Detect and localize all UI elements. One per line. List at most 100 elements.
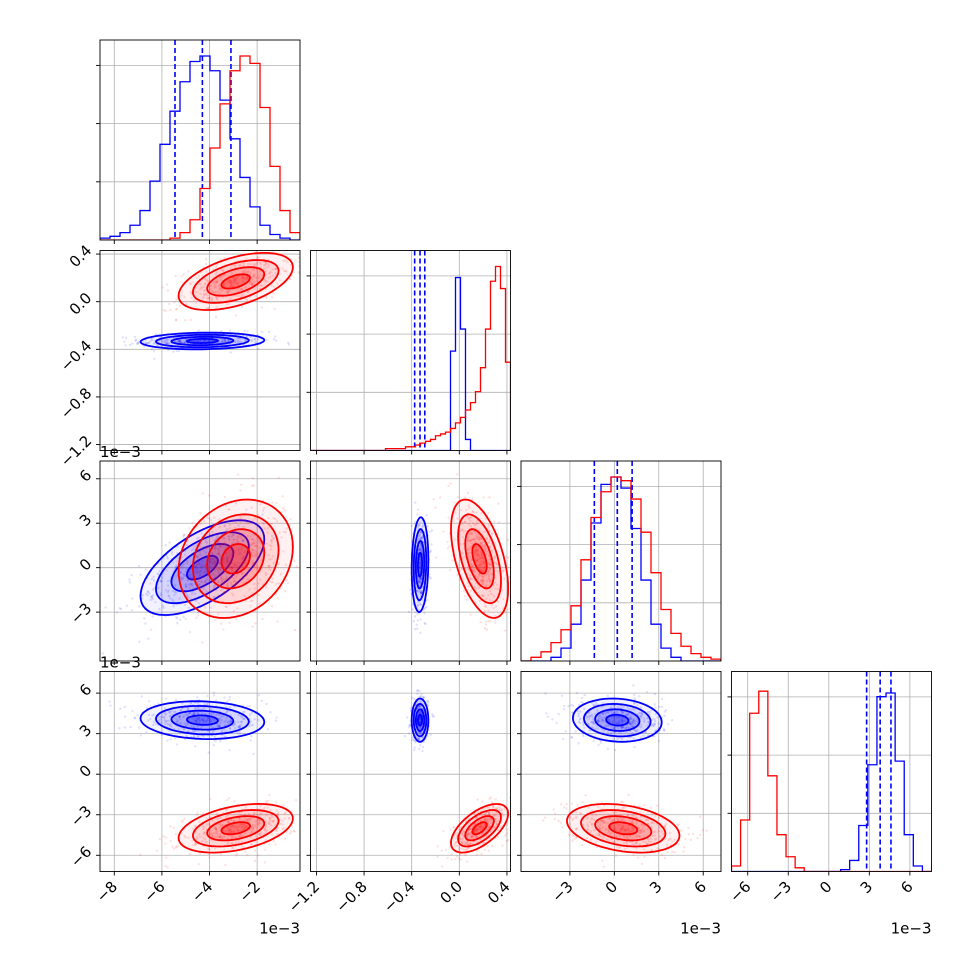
scatter-point bbox=[491, 531, 494, 534]
scatter-point bbox=[227, 797, 231, 800]
scatter-point bbox=[178, 340, 181, 343]
scatter-point bbox=[202, 586, 205, 589]
scatter-point bbox=[429, 549, 433, 552]
scatter-point bbox=[243, 710, 246, 713]
scatter-point bbox=[214, 265, 217, 269]
scatter-point bbox=[419, 530, 422, 534]
scatter-point bbox=[133, 716, 136, 720]
scatter-point bbox=[201, 286, 204, 289]
scatter-point bbox=[467, 553, 470, 557]
scatter-point bbox=[495, 823, 499, 826]
scatter-point bbox=[476, 558, 479, 562]
scatter-point bbox=[242, 565, 245, 568]
scatter-point bbox=[470, 827, 473, 831]
scatter-point bbox=[184, 836, 187, 839]
scatter-point bbox=[179, 722, 182, 726]
scatter-point bbox=[230, 842, 233, 845]
scatter-point bbox=[240, 813, 243, 816]
scatter-point bbox=[226, 721, 229, 724]
contour-series-1 bbox=[177, 802, 294, 854]
scatter-point bbox=[487, 575, 491, 578]
scatter-point bbox=[202, 292, 206, 296]
scatter-point bbox=[155, 343, 159, 347]
scatter-point bbox=[214, 739, 217, 743]
scatter-point bbox=[261, 243, 263, 245]
scatter-point bbox=[179, 709, 182, 712]
scatter-point bbox=[212, 586, 216, 589]
scatter-point bbox=[185, 559, 189, 563]
scatter-point bbox=[447, 516, 450, 519]
scatter-point bbox=[223, 590, 226, 594]
scatter-point bbox=[232, 520, 235, 523]
scatter-point bbox=[235, 607, 239, 610]
scatter-point bbox=[220, 622, 223, 625]
scatter-point bbox=[473, 537, 476, 540]
scatter-point bbox=[642, 734, 645, 737]
scatter-point bbox=[237, 536, 240, 539]
scatter-point bbox=[275, 829, 278, 832]
scatter-point bbox=[476, 577, 480, 580]
scatter-point bbox=[163, 718, 167, 722]
scatter-point bbox=[482, 595, 485, 598]
scatter-point bbox=[244, 285, 247, 289]
scatter-point bbox=[228, 508, 231, 511]
scatter-point bbox=[179, 570, 183, 574]
scatter-point bbox=[440, 849, 443, 852]
scatter-point bbox=[173, 590, 177, 594]
scatter-point bbox=[522, 598, 524, 600]
scatter-point bbox=[478, 573, 482, 576]
scatter-point bbox=[476, 811, 479, 814]
scatter-point bbox=[271, 296, 274, 299]
scatter-point bbox=[471, 538, 475, 541]
scatter-point bbox=[470, 577, 473, 581]
scatter-point bbox=[269, 548, 273, 551]
scatter-point bbox=[198, 339, 201, 343]
scatter-point bbox=[196, 720, 199, 724]
scatter-point bbox=[254, 553, 257, 556]
scatter-point bbox=[241, 716, 244, 719]
scatter-point bbox=[457, 857, 461, 860]
scatter-point bbox=[168, 714, 172, 718]
scatter-point bbox=[474, 822, 477, 825]
panel-frame bbox=[520, 460, 722, 662]
scatter-point bbox=[250, 282, 254, 285]
scatter-point bbox=[251, 519, 255, 522]
scatter-point bbox=[219, 835, 222, 839]
scatter-point bbox=[502, 597, 505, 601]
scatter-point bbox=[511, 594, 513, 596]
scatter-point bbox=[599, 714, 602, 718]
scatter-point bbox=[417, 737, 421, 740]
scatter-point bbox=[145, 706, 149, 710]
scatter-point bbox=[254, 340, 257, 344]
scatter-point bbox=[254, 549, 257, 553]
scatter-point bbox=[264, 269, 267, 273]
scatter-point bbox=[228, 566, 232, 569]
scatter-point bbox=[226, 561, 229, 564]
scatter-point bbox=[205, 823, 209, 826]
scatter-point bbox=[179, 571, 182, 575]
scatter-point bbox=[254, 295, 257, 298]
scatter-point bbox=[236, 539, 239, 543]
scatter-point bbox=[418, 731, 422, 735]
scatter-point bbox=[207, 339, 211, 342]
scatter-point bbox=[493, 556, 497, 560]
scatter-point bbox=[456, 517, 459, 520]
panel-content bbox=[100, 40, 300, 240]
panel-content bbox=[521, 461, 721, 661]
scatter-point bbox=[444, 848, 447, 851]
scatter-point bbox=[417, 590, 420, 593]
scatter-point bbox=[228, 281, 232, 285]
scatter-point bbox=[489, 529, 492, 533]
scatter-point bbox=[184, 584, 187, 587]
scatter-point bbox=[260, 831, 263, 834]
scatter-point bbox=[215, 279, 219, 283]
scatter-point bbox=[251, 599, 254, 602]
scatter-point bbox=[470, 835, 473, 838]
scatter-point bbox=[418, 737, 421, 741]
scatter-point bbox=[223, 524, 226, 528]
scatter-point bbox=[226, 555, 229, 559]
scatter-point bbox=[195, 276, 199, 280]
scatter-point bbox=[270, 557, 273, 561]
scatter-point bbox=[209, 296, 212, 299]
scatter-point bbox=[613, 748, 617, 752]
